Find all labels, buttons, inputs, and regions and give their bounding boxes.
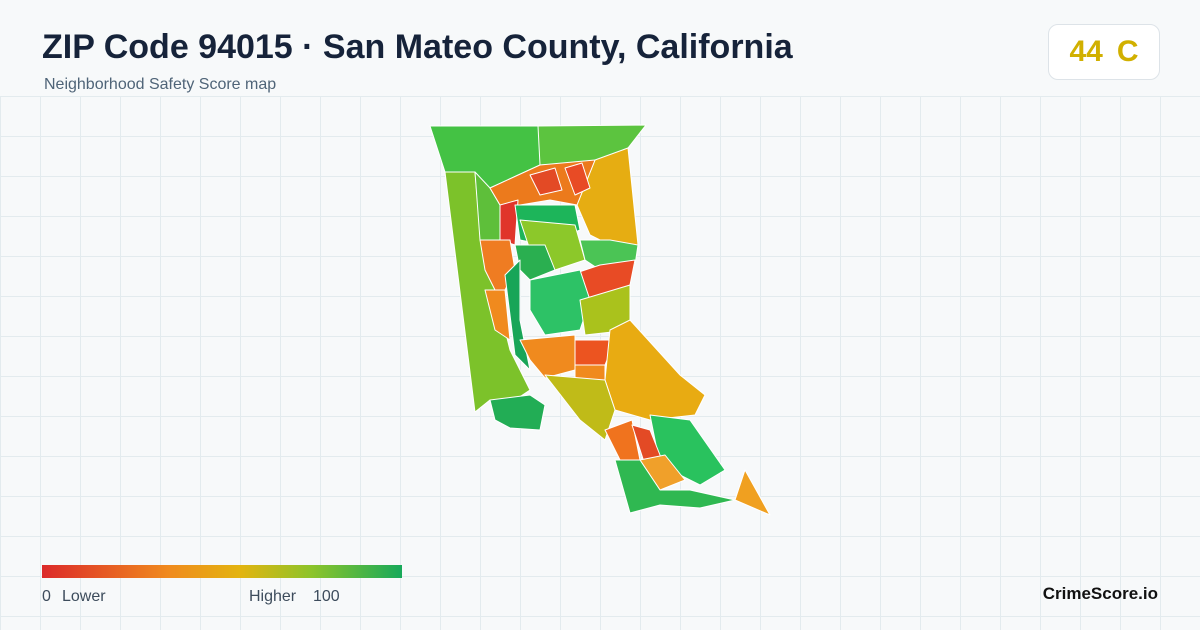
map-region bbox=[564, 162, 591, 196]
brand: CrimeScore.io bbox=[1042, 584, 1158, 603]
map-region bbox=[537, 124, 647, 166]
score-grade: C bbox=[1116, 35, 1139, 68]
header: ZIP Code 94015 · San Mateo County, Calif… bbox=[0, 0, 1200, 96]
map-region bbox=[604, 319, 706, 421]
map-region bbox=[529, 269, 591, 336]
map-region bbox=[734, 469, 771, 516]
legend-max: 100 bbox=[313, 588, 340, 605]
map-region bbox=[519, 334, 576, 379]
legend-min: 0 bbox=[42, 588, 51, 605]
title: ZIP Code 94015 · San Mateo County, Calif… bbox=[42, 28, 793, 66]
subtitle: Neighborhood Safety Score map bbox=[44, 76, 277, 93]
legend-max-label: Higher bbox=[249, 588, 297, 605]
map-region bbox=[484, 289, 511, 341]
legend-gradient bbox=[42, 565, 402, 578]
score-badge: 44 C bbox=[1048, 24, 1160, 80]
legend-min-label: Lower bbox=[62, 588, 106, 605]
map-region bbox=[489, 394, 546, 431]
map-region bbox=[529, 167, 563, 196]
map-region bbox=[544, 374, 616, 441]
score-value: 44 bbox=[1069, 35, 1103, 68]
